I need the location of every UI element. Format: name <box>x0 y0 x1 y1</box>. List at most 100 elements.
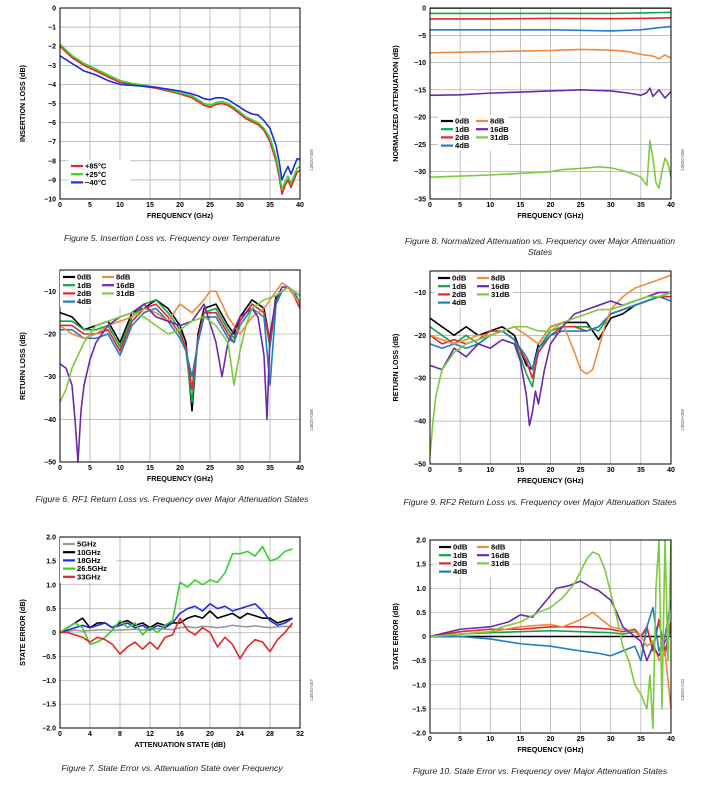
figure-caption: States <box>528 247 553 257</box>
legend-label: 2dB <box>77 289 92 298</box>
y-tick-label: 1.5 <box>416 562 426 569</box>
legend-label: 18GHz <box>77 556 101 565</box>
series-line-1 <box>430 11 671 15</box>
y-tick-label: −50 <box>44 460 56 467</box>
legend-label: 8dB <box>491 543 506 552</box>
x-tick-label: 10 <box>486 467 494 474</box>
series-line-6 <box>60 286 300 403</box>
y-tick-label: −5 <box>418 33 426 40</box>
figure-caption: Figure 10. State Error vs. Frequency ove… <box>413 766 668 776</box>
y-tick-label: −10 <box>44 289 56 296</box>
y-tick-label: −1.0 <box>412 682 426 689</box>
legend-label: 1dB <box>77 281 92 290</box>
y-tick-label: −10 <box>414 290 426 297</box>
series-line-1 <box>60 610 293 634</box>
y-tick-label: −40 <box>44 417 56 424</box>
legend-label: 16dB <box>116 281 135 290</box>
legend-label: 0dB <box>453 543 468 552</box>
x-tick-label: 20 <box>547 736 555 743</box>
legend-label: 31dB <box>116 289 135 298</box>
x-tick-label: 10 <box>486 202 494 209</box>
x-tick-label: 35 <box>637 467 645 474</box>
x-tick-label: 30 <box>607 736 615 743</box>
legend-label: 16dB <box>491 551 510 560</box>
y-tick-label: −30 <box>414 376 426 383</box>
legend-label: 4dB <box>455 141 470 150</box>
figure-caption: Figure 7. State Error vs. Attenuation St… <box>61 763 283 773</box>
x-tick-label: 32 <box>296 731 304 738</box>
y-tick-label: −5 <box>48 101 56 108</box>
x-tick-label: 40 <box>667 202 675 209</box>
y-tick-label: −1.5 <box>42 702 56 709</box>
x-axis-title: FREQUENCY (GHz) <box>517 211 584 220</box>
y-tick-label: −20 <box>414 333 426 340</box>
chart-fig9: 0 5 10 15 20 25 30 35 40 −10 −20 −30 −40 −50 FREQUENCY… <box>391 270 685 507</box>
series-group <box>60 282 300 462</box>
y-tick-label: −1.5 <box>412 706 426 713</box>
y-tick-label: −10 <box>414 60 426 67</box>
series-group <box>60 545 294 660</box>
y-tick-label: −10 <box>44 197 56 204</box>
y-tick-label: −3 <box>48 63 56 70</box>
y-tick-label: −35 <box>414 197 426 204</box>
series-group <box>60 43 300 196</box>
x-tick-label: 5 <box>88 465 92 472</box>
legend-label: 31dB <box>490 133 509 142</box>
x-axis-title: FREQUENCY (GHz) <box>147 211 214 220</box>
x-tick-label: 40 <box>667 736 675 743</box>
x-tick-label: 5 <box>458 202 462 209</box>
series-line-2 <box>60 603 293 634</box>
x-tick-label: 15 <box>146 202 154 209</box>
legend-label: 8dB <box>491 274 506 283</box>
series-group <box>430 8 671 189</box>
legend-label: 26.5GHz <box>77 564 107 573</box>
y-axis-title: RETURN LOSS (dB) <box>18 331 27 399</box>
chart-fig10: 0 5 10 15 20 25 30 35 40 2.0 1.5 1.0 0.5 0 −0.5 −1.0 −1.… <box>391 538 685 777</box>
x-tick-label: 16 <box>176 731 184 738</box>
legend-label: 33GHz <box>77 572 101 581</box>
y-tick-label: −20 <box>44 332 56 339</box>
legend-label: +85°C <box>85 162 107 171</box>
x-tick-label: 25 <box>577 467 585 474</box>
y-tick-label: −7 <box>48 139 56 146</box>
x-tick-label: 30 <box>236 465 244 472</box>
plot-frame <box>429 539 672 734</box>
x-tick-label: 0 <box>58 202 62 209</box>
series-line-0 <box>60 624 293 634</box>
y-tick-label: 1.5 <box>46 558 56 565</box>
x-tick-label: 30 <box>607 202 615 209</box>
y-tick-label: 0.5 <box>416 610 426 617</box>
y-tick-label: −2.0 <box>412 731 426 738</box>
legend-label: 16dB <box>491 282 510 291</box>
x-tick-label: 15 <box>516 736 524 743</box>
y-tick-label: 0 <box>52 630 56 637</box>
figure-caption: Figure 6. RF1 Return Loss vs. Frequency … <box>36 494 310 504</box>
series-line-4 <box>430 48 671 60</box>
series-line-6 <box>430 139 671 189</box>
x-tick-label: 28 <box>266 731 274 738</box>
legend-label: +25°C <box>85 170 107 179</box>
series-line-3 <box>430 25 671 32</box>
x-tick-label: 40 <box>296 465 304 472</box>
legend-label: 1dB <box>455 125 470 134</box>
x-tick-label: 20 <box>176 202 184 209</box>
x-tick-label: 20 <box>176 465 184 472</box>
y-tick-label: −2 <box>48 44 56 51</box>
plot-frame <box>429 270 672 465</box>
y-axis-title: INSERTION LOSS (dB) <box>18 64 27 142</box>
plot-frame <box>59 269 301 463</box>
y-tick-label: 0.5 <box>46 606 56 613</box>
x-tick-label: 20 <box>206 731 214 738</box>
series-line-3 <box>60 545 293 646</box>
series-line-5 <box>430 580 671 662</box>
x-tick-label: 20 <box>547 202 555 209</box>
x-tick-label: 35 <box>637 736 645 743</box>
series-group <box>430 274 671 456</box>
figure-caption: Figure 9. RF2 Return Loss vs. Frequency … <box>404 497 678 507</box>
figure-code: 13820-009 <box>680 409 685 431</box>
y-tick-label: −0.5 <box>412 658 426 665</box>
y-tick-label: 0 <box>422 6 426 13</box>
